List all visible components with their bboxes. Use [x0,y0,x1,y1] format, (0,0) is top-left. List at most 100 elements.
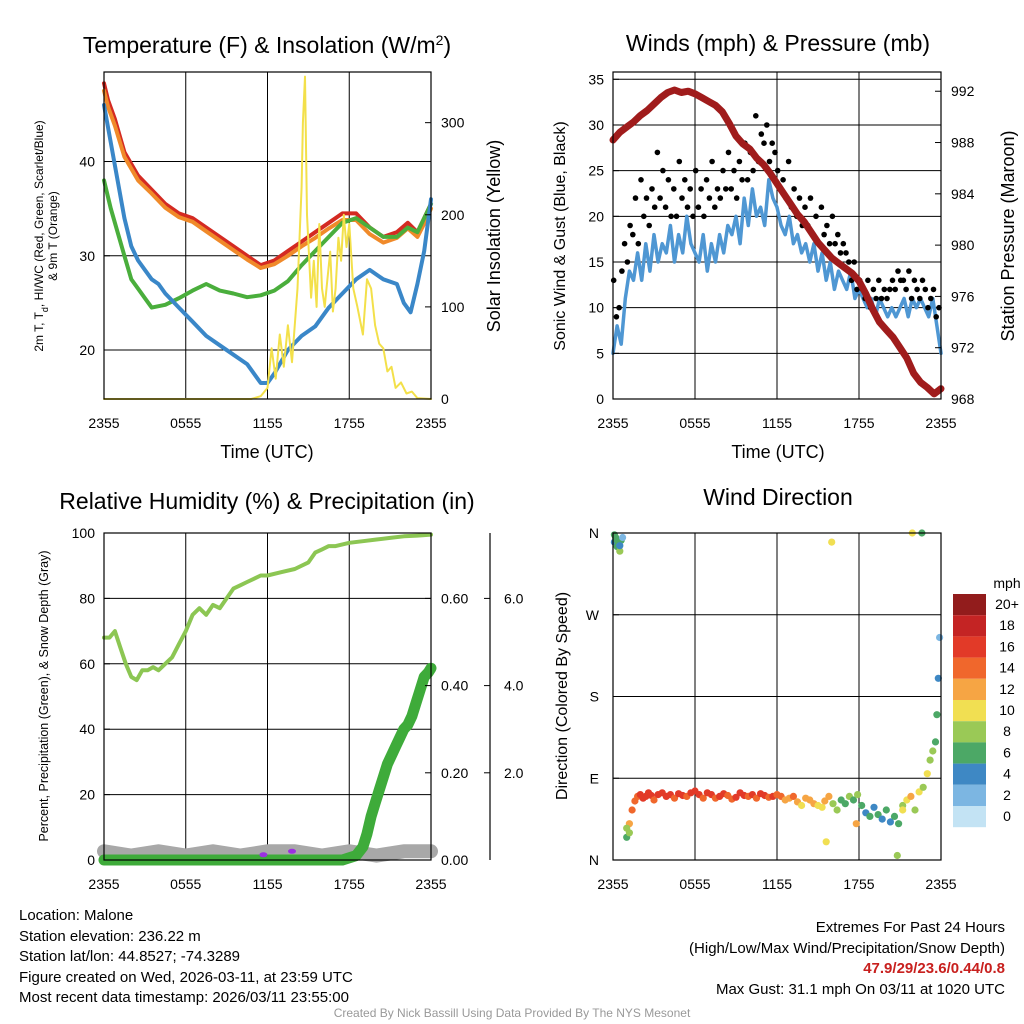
rh-y2tick-label: 4.0 [504,678,524,694]
wind-direction-point [915,788,923,796]
winds-gust-point [785,158,792,165]
winds-gust-point [821,231,827,238]
wind-direction-point [789,792,798,801]
winds-gust-point [774,167,781,174]
winds-gust-point [832,240,838,247]
winds-gust-point [753,113,759,119]
winds-ytick-label: 20 [588,208,604,224]
winds-gust-point [895,268,901,274]
winds-gust-point [796,195,803,201]
winds-gust-point [684,204,691,210]
temperature-y2label: Solar Insolation (Yellow) [484,140,504,332]
winds-gust-point [813,213,819,220]
temperature-series-solar-insolation [103,75,432,400]
winds-gust-point [619,268,625,274]
recent-timestamp: Most recent data timestamp: 2026/03/11 2… [19,989,349,1006]
winds-xtick-label: 2355 [925,415,956,431]
wind-direction-grid [612,532,942,861]
winds-gust-point [846,259,852,265]
winds-y2tick-label: 992 [951,83,975,99]
winds-gust-point [919,277,926,284]
rh-ytick-label: 60 [79,656,95,672]
winds-gust-point [649,186,655,192]
winds-gust-point [761,140,767,146]
winds-gust-point [780,177,786,183]
winds-gust-point [769,140,775,146]
winds-gust-point [903,286,909,293]
wind-direction-panel-title: Wind Direction [703,484,853,510]
rh-ytick-label: 100 [72,525,96,541]
wind-direction-point [841,800,849,808]
wind-direction-point [895,820,903,828]
wind-direction-point [828,538,836,546]
temperature-panel: Temperature (F) & Insolation (W/m2) 2355… [32,32,504,462]
wind-direction-point [882,806,890,814]
rh-xtick-label: 1155 [252,876,282,892]
wind-direction-point [822,838,830,846]
winds-panel: Winds (mph) & Pressure (mb) 2355 0555 1155… [552,30,1018,462]
station-latlon: Station lat/lon: 44.8527; -74.3289 [19,948,241,965]
winds-gust-point [900,277,907,284]
winds-gust-point [706,195,713,201]
winds-gust-point [835,231,841,238]
winds-gust-point [736,158,743,165]
temperature-xlabel: Time (UTC) [220,442,313,462]
winds-gust-point [723,186,729,192]
rh-y2tick-label: 6.0 [504,590,524,606]
wdir-ytick-label: N [589,525,599,541]
temp-y2tick-label: 300 [441,115,465,131]
winds-gust-point [908,295,915,302]
speed-legend-label: 8 [1003,723,1011,739]
winds-gust-point [824,222,830,229]
speed-legend: 20+ 18 16 14 12 10 8 6 4 2 0 [953,594,1019,828]
winds-gust-point [638,177,644,183]
extremes-legend: (High/Low/Max Wind/Precipitation/Snow De… [689,939,1005,957]
wind-direction-point [849,796,858,804]
winds-xlabel: Time (UTC) [731,442,824,462]
humidity-ticks: 2355 0555 1155 1755 2355 0 20 40 60 80 100 0.00 0.20… [72,525,524,892]
winds-ylabel: Sonic Wind & Gust (Blue, Black) [552,121,569,350]
wind-direction-point [699,794,707,802]
winds-y2tick-label: 968 [951,391,975,407]
wdir-xtick-label: 2355 [597,876,628,892]
winds-gust-point [646,222,652,229]
svg-text:2m T, Td, HI/WC (Red, Green, S: 2m T, Td, HI/WC (Red, Green, Scarlet/Blu… [32,120,50,351]
rh-ytick-label: 0 [87,852,95,868]
humidity-ylabel: Percent, Precipitation (Green), & Snow D… [37,550,51,841]
wind-direction-point [923,770,931,778]
winds-gust-point [791,186,797,192]
rh-ytick-label: 20 [79,787,95,803]
temp-ytick-label: 40 [79,154,95,170]
wind-direction-point [907,792,915,801]
wind-direction-point [825,792,833,801]
winds-panel-title: Winds (mph) & Pressure (mb) [626,30,930,56]
temperature-ylabel: 2m T, Td, HI/WC (Red, Green, Scarlet/Blu… [32,120,60,351]
winds-gust-point [635,240,642,247]
wind-direction-point [613,536,621,544]
winds-gust-point [660,167,666,174]
winds-gust-point [679,195,685,201]
winds-gust-point [643,195,650,201]
temp-xtick-label: 1155 [252,415,282,431]
wdir-ytick-label: S [590,689,599,705]
speed-legend-swatch [953,784,986,806]
wind-direction-point [890,812,899,821]
winds-gust-point [616,304,622,311]
speed-legend-label: 10 [999,702,1015,718]
winds-gust-point [873,295,879,302]
wind-direction-point [858,801,866,810]
wdir-xtick-label: 1755 [843,876,874,892]
wind-direction-point [623,824,631,832]
speed-legend-label: 14 [999,660,1015,676]
credit-line: Created By Nick Bassill Using Data Provi… [333,1006,691,1020]
winds-gust-point [802,204,808,210]
speed-legend-label: 16 [999,638,1015,654]
speed-legend-label: 20+ [995,596,1019,612]
winds-gust-point [720,167,726,174]
winds-gust-point [714,186,721,192]
winds-ytick-label: 30 [588,117,604,133]
wind-direction-point [936,633,944,642]
winds-series [609,86,945,398]
extremes-title: Extremes For Past 24 Hours [815,919,1005,936]
wind-direction-point [931,738,940,746]
